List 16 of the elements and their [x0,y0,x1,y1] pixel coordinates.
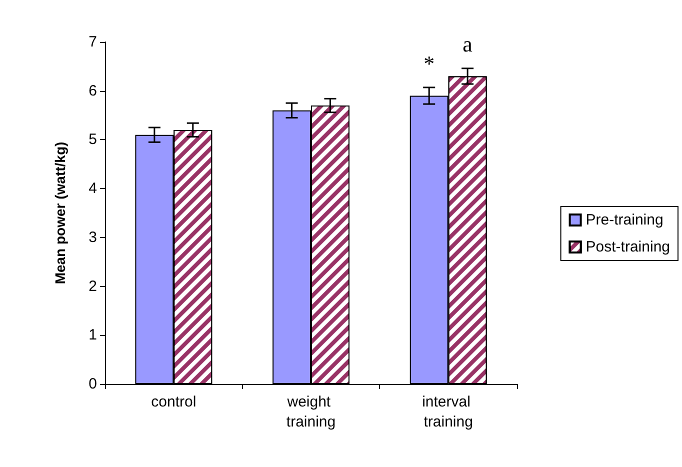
y-tick-label: 6 [88,82,97,100]
annotation: a [462,32,473,57]
y-tick-label: 7 [88,34,97,50]
y-tick-label: 1 [88,326,97,344]
legend-label: Post-training [586,238,670,256]
legend-label: Pre-training [586,212,664,228]
y-tick-label: 3 [88,228,97,246]
y-tick-label: 0 [88,376,97,392]
y-tick-label: 4 [88,180,97,198]
x-tick-label: control [151,394,196,410]
x-tick-label: weight training [286,394,336,430]
annotation: * [424,51,435,76]
y-tick-label: 5 [88,131,97,148]
y-axis-title: Mean power (watt/kg) [52,142,68,284]
x-tick-label: interval training [422,394,475,430]
y-tick-label: 2 [88,278,97,295]
